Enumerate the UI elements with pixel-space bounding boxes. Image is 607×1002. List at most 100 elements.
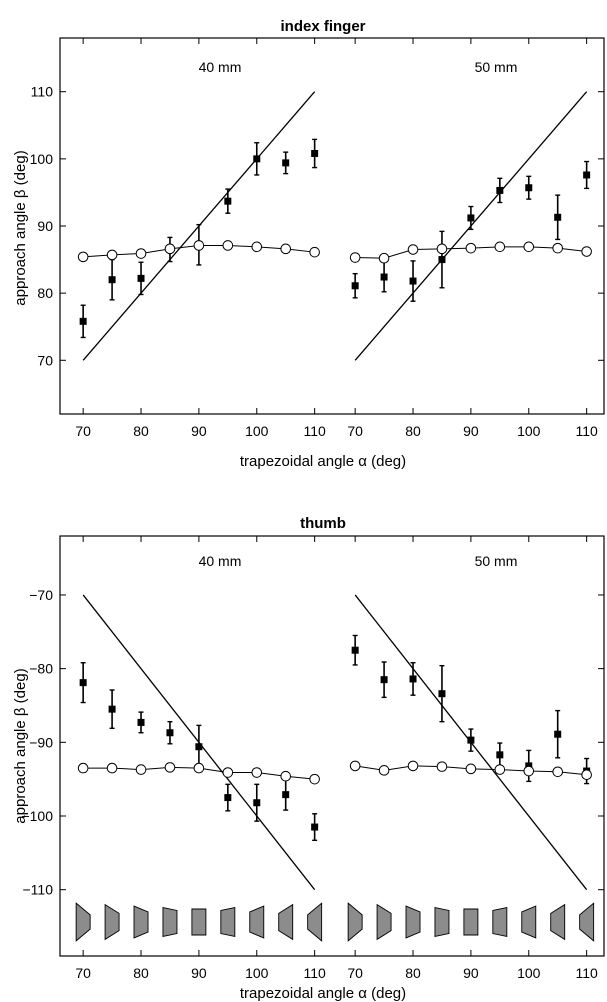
data-point-circle: [407, 244, 419, 255]
panel-label-40mm: 40 mm: [199, 553, 242, 569]
y-tick-label: −110: [23, 882, 54, 898]
chart-title: thumb: [300, 515, 346, 532]
y-axis-title: approach angle β (deg): [12, 668, 29, 823]
data-point-square: [311, 823, 319, 831]
data-point-circle: [581, 769, 592, 781]
data-point-circle: [222, 240, 234, 251]
data-point-circle: [494, 764, 506, 775]
trapezoid-icon: [521, 905, 537, 939]
trapezoid-icon: [249, 905, 265, 939]
panel-label-50mm: 50 mm: [475, 553, 518, 569]
data-point-circle: [280, 770, 292, 782]
data-point-circle: [523, 241, 535, 253]
x-tick-label: 100: [245, 423, 269, 439]
x-tick-label: 80: [133, 423, 149, 439]
trapezoid-icon: [405, 905, 421, 939]
x-tick-label: 100: [517, 965, 541, 981]
data-point-circle: [349, 252, 361, 263]
data-point-square: [253, 155, 261, 163]
trapezoid-icon: [104, 903, 120, 941]
data-point-circle: [378, 765, 390, 776]
data-point-circle: [251, 767, 263, 778]
data-point-circle: [309, 246, 320, 258]
data-point-circle: [106, 249, 118, 261]
x-tick-label: 100: [245, 965, 269, 981]
data-point-square: [467, 736, 475, 744]
data-point-circle: [465, 242, 477, 254]
data-point-square: [224, 197, 232, 205]
y-tick-label: 100: [30, 151, 54, 167]
data-point-square: [311, 149, 319, 157]
data-point-circle: [436, 761, 448, 772]
data-point-square: [137, 274, 145, 282]
trapezoid-icon: [162, 906, 178, 938]
data-marks: [75, 594, 595, 942]
x-tick-label: 80: [405, 965, 421, 981]
data-point-square: [137, 718, 145, 726]
y-tick-label: 110: [31, 84, 54, 100]
data-point-circle: [135, 248, 147, 259]
x-axis-title: trapezoidal angle α (deg): [240, 985, 406, 1002]
data-point-square: [351, 646, 359, 654]
x-tick-label: 90: [191, 965, 207, 981]
x-tick-label: 90: [191, 423, 207, 439]
data-point-square: [380, 273, 388, 281]
x-tick-label: 70: [75, 423, 91, 439]
x-tick-label: 80: [133, 965, 149, 981]
y-tick-label: 90: [37, 218, 53, 234]
x-tick-label: 100: [517, 423, 541, 439]
axis-tick-labels: −70 −80 −90 −100 −110 70 80 90 100 110 70 80 90 100 11…: [21, 587, 598, 981]
x-tick-label: 70: [347, 423, 363, 439]
data-point-circle: [436, 243, 448, 255]
data-point-circle: [581, 246, 592, 257]
data-point-square: [108, 276, 116, 284]
data-point-circle: [349, 760, 361, 772]
panel-label-50mm: 50 mm: [475, 59, 518, 75]
x-tick-label: 110: [303, 423, 326, 439]
data-point-circle: [378, 252, 390, 264]
data-point-square: [438, 690, 446, 698]
axis-ticks: [60, 38, 604, 414]
trapezoid-icon: [376, 903, 392, 941]
trapezoid-icon: [191, 908, 207, 936]
plot-frame: [59, 37, 605, 415]
trapezoid-icon: [278, 903, 294, 941]
data-point-square: [224, 794, 232, 802]
x-tick-label: 90: [463, 965, 479, 981]
x-tick-label: 70: [75, 965, 91, 981]
data-point-square: [496, 186, 504, 194]
data-point-circle: [494, 241, 506, 253]
trapezoid-icon: [579, 902, 595, 942]
trapezoid-icon: [434, 906, 450, 938]
trapezoid-icon: [133, 905, 149, 939]
data-point-square: [380, 676, 388, 684]
plot-frame: [59, 535, 605, 957]
data-point-circle: [164, 243, 176, 255]
data-point-circle: [135, 764, 147, 775]
data-point-square: [108, 705, 116, 713]
data-point-square: [166, 729, 174, 737]
trapezoid-icon: [220, 906, 236, 938]
y-tick-label: 80: [37, 285, 53, 301]
index-finger-chart: index finger 40 mm 50 mm trapezoidal ang…: [12, 18, 605, 470]
data-point-square: [282, 159, 290, 167]
data-point-circle: [552, 242, 564, 254]
data-point-square: [525, 184, 533, 192]
data-point-square: [79, 317, 87, 325]
data-point-circle: [407, 760, 419, 772]
data-point-circle: [106, 762, 118, 774]
x-tick-label: 110: [575, 423, 598, 439]
y-tick-label: −70: [29, 587, 53, 603]
data-point-circle: [309, 773, 320, 785]
data-point-circle: [164, 762, 176, 773]
data-point-square: [467, 214, 475, 222]
data-point-square: [79, 679, 87, 687]
data-point-square: [583, 171, 591, 179]
axis-ticks: [60, 536, 604, 956]
data-point-circle: [552, 766, 564, 778]
data-marks: [77, 91, 592, 361]
data-point-square: [195, 743, 203, 751]
data-point-square: [409, 277, 417, 285]
data-point-circle: [222, 767, 234, 778]
